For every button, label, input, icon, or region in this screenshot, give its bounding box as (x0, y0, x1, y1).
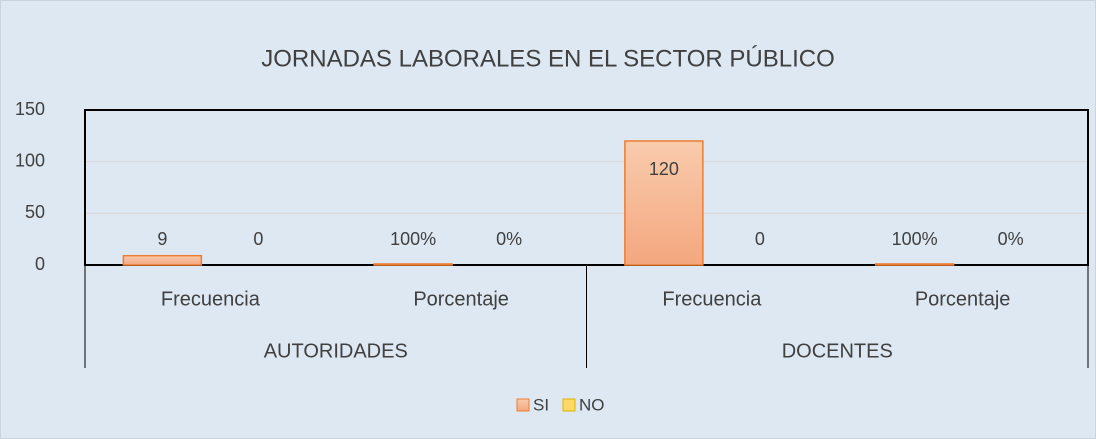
data-label: 0% (496, 229, 522, 249)
y-tick-label: 0 (35, 254, 45, 274)
y-tick-label: 50 (25, 202, 45, 222)
data-label: 0 (253, 229, 263, 249)
bar (624, 140, 704, 266)
data-label: 0% (998, 229, 1024, 249)
legend-label: SI (533, 395, 549, 414)
data-label: 100% (390, 229, 436, 249)
legend-label: NO (579, 395, 605, 414)
x-tick-label: Porcentaje (915, 288, 1011, 310)
x-tick-label: Porcentaje (413, 288, 509, 310)
chart-title: JORNADAS LABORALES EN EL SECTOR PÚBLICO (261, 45, 835, 72)
x-tick-label: Frecuencia (161, 288, 261, 310)
bar (122, 254, 203, 266)
bar (874, 263, 955, 266)
data-label: 0 (755, 229, 765, 249)
group-label: DOCENTES (782, 340, 893, 362)
bar (373, 263, 453, 266)
y-tick-label: 150 (15, 99, 45, 119)
legend-swatch (562, 398, 576, 412)
data-label: 100% (892, 229, 938, 249)
legend-swatch (516, 398, 530, 412)
y-tick-label: 100 (15, 150, 45, 170)
group-label: AUTORIDADES (264, 340, 408, 362)
data-label: 120 (649, 159, 679, 179)
data-label: 9 (157, 229, 167, 249)
x-tick-label: Frecuencia (662, 288, 762, 310)
